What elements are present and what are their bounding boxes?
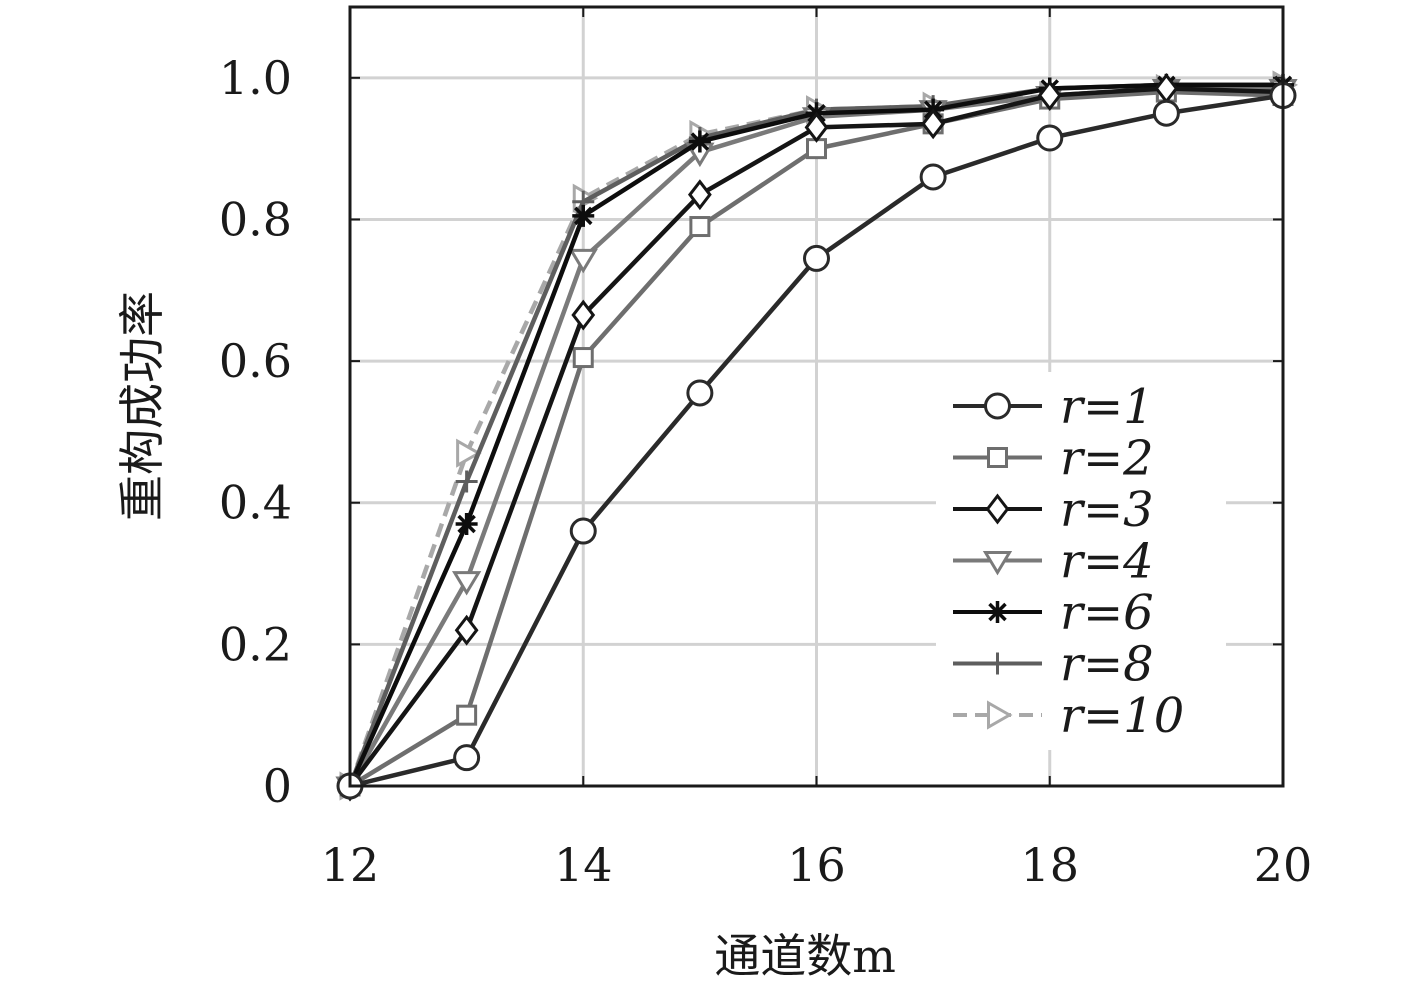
y-tick-label: 0.2	[219, 617, 292, 671]
legend-label-r6: r=6	[1060, 585, 1154, 641]
legend-label-r3: r=3	[1060, 482, 1154, 538]
x-tick-label: 14	[554, 838, 613, 892]
data-point-r3	[687, 179, 712, 211]
data-point-r2	[456, 704, 478, 726]
x-tick-label: 18	[1020, 838, 1079, 892]
data-point-r1	[1036, 124, 1064, 152]
legend-marker-r10	[987, 700, 1013, 730]
legend-marker-r1	[984, 392, 1011, 420]
data-point-r1	[686, 379, 714, 407]
x-tick-label: 20	[1254, 838, 1313, 892]
data-point-r1	[803, 244, 830, 272]
x-tick-label: 12	[321, 838, 380, 892]
y-tick-label: 0.8	[219, 192, 292, 246]
series-layer	[335, 70, 1299, 802]
axes-layer	[348, 5, 1285, 788]
x-tick-label: 16	[787, 838, 846, 892]
data-point-r1	[453, 744, 481, 772]
legend-item-r6: r=6	[953, 585, 1154, 641]
legend-label-r10: r=10	[1060, 688, 1184, 744]
legend-label-r4: r=4	[1060, 534, 1154, 590]
data-point-r2	[572, 347, 594, 369]
data-point-r4	[568, 248, 598, 274]
legend-label-r2: r=2	[1060, 431, 1154, 487]
tick-labels: 12 14 16 18 20 0 0.2 0.4 0.6 0.8 1.0	[219, 51, 1312, 892]
legend-item-r1: r=1	[953, 379, 1154, 435]
y-axis-label: 重构成功率	[115, 291, 169, 521]
y-tick-label: 1.0	[219, 51, 292, 105]
data-point-r1	[919, 163, 947, 191]
data-point-r3	[454, 614, 479, 646]
data-point-r10	[456, 438, 482, 468]
data-point-r3	[921, 108, 946, 140]
y-tick-label: 0	[263, 759, 292, 813]
legend-item-r10: r=10	[953, 688, 1184, 744]
y-tick-label: 0.6	[219, 334, 292, 388]
legend-label-r8: r=8	[1060, 637, 1154, 693]
legend-label-r1: r=1	[1060, 379, 1154, 435]
data-point-r6	[572, 204, 595, 227]
legend-marker-r4	[982, 551, 1013, 576]
data-point-r8	[455, 470, 478, 493]
data-point-r6	[455, 512, 478, 535]
series-r1	[336, 82, 1297, 800]
legend-marker-r2	[987, 447, 1008, 468]
data-point-r1	[569, 517, 597, 545]
legend: r=1r=2r=3r=4r=6r=8r=10	[936, 372, 1226, 750]
legend-marker-r6	[986, 601, 1009, 623]
legend-item-r3: r=3	[953, 482, 1154, 538]
data-point-r1	[1152, 99, 1180, 127]
legend-marker-r8	[986, 652, 1009, 675]
data-point-r3	[1037, 80, 1062, 111]
data-point-r6	[688, 130, 711, 153]
x-axis-label: 通道数m	[714, 929, 896, 983]
legend-item-r8: r=8	[953, 637, 1154, 693]
data-point-r3	[804, 111, 829, 143]
legend-marker-r3	[985, 493, 1010, 525]
legend-item-r2: r=2	[953, 431, 1154, 487]
y-tick-label: 0.4	[219, 476, 292, 530]
data-point-r2	[689, 216, 711, 238]
data-point-r3	[571, 299, 596, 331]
legend-item-r4: r=4	[953, 534, 1154, 590]
data-point-r4	[451, 571, 482, 596]
